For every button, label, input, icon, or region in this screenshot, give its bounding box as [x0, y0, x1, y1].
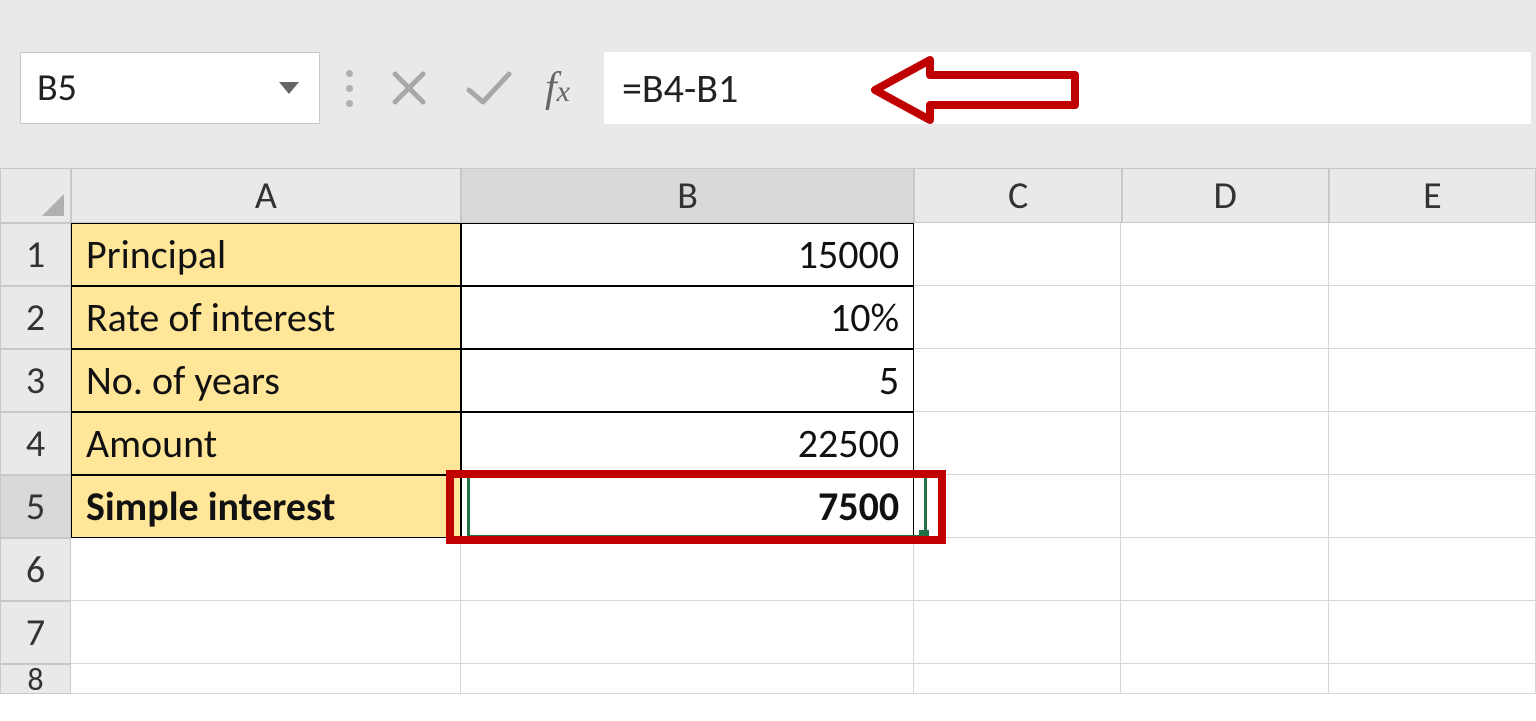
cell-A8[interactable] — [71, 664, 461, 694]
cell-B7[interactable] — [461, 601, 915, 664]
table-row: 2 Rate of interest 10% — [0, 286, 1536, 349]
col-header-B[interactable]: B — [461, 168, 915, 223]
row-header-4[interactable]: 4 — [0, 412, 71, 475]
cell-C4[interactable] — [914, 412, 1121, 475]
cell-B4[interactable]: 22500 — [461, 412, 915, 475]
cell-D6[interactable] — [1121, 538, 1328, 601]
cell-A6[interactable] — [71, 538, 461, 601]
table-row: 1 Principal 15000 — [0, 223, 1536, 286]
cell-D4[interactable] — [1121, 412, 1328, 475]
table-row: 8 — [0, 664, 1536, 694]
cell-C2[interactable] — [914, 286, 1121, 349]
cell-A3[interactable]: No. of years — [71, 349, 461, 412]
cell-B6[interactable] — [461, 538, 915, 601]
name-box-value: B5 — [37, 65, 77, 111]
cell-E8[interactable] — [1329, 664, 1536, 694]
cell-C1[interactable] — [914, 223, 1121, 286]
table-row: 7 — [0, 601, 1536, 664]
row-header-8[interactable]: 8 — [0, 664, 71, 694]
table-row: 4 Amount 22500 — [0, 412, 1536, 475]
fx-icon[interactable]: fx — [539, 64, 584, 112]
formula-bar: B5 fx =B4-B1 — [20, 52, 1531, 124]
cell-A7[interactable] — [71, 601, 461, 664]
cell-B8[interactable] — [461, 664, 915, 694]
cell-B2[interactable]: 10% — [461, 286, 915, 349]
name-box[interactable]: B5 — [20, 52, 320, 124]
cell-D7[interactable] — [1121, 601, 1328, 664]
cell-E4[interactable] — [1329, 412, 1536, 475]
cell-E7[interactable] — [1329, 601, 1536, 664]
row-header-3[interactable]: 3 — [0, 349, 71, 412]
table-row: 6 — [0, 538, 1536, 601]
cell-C3[interactable] — [914, 349, 1121, 412]
cell-E6[interactable] — [1329, 538, 1536, 601]
cell-C6[interactable] — [914, 538, 1121, 601]
formula-input[interactable]: =B4-B1 — [604, 52, 1531, 124]
cell-C5[interactable] — [914, 475, 1121, 538]
col-header-C[interactable]: C — [914, 168, 1121, 223]
cell-B5-value: 7500 — [818, 482, 899, 531]
col-header-A[interactable]: A — [71, 168, 461, 223]
select-all-button[interactable] — [0, 168, 71, 223]
cell-C8[interactable] — [914, 664, 1121, 694]
cell-E3[interactable] — [1329, 349, 1536, 412]
spreadsheet-grid: A B C D E 1 Principal 15000 2 Rate of in… — [0, 168, 1536, 721]
col-header-E[interactable]: E — [1329, 168, 1536, 223]
formula-text: =B4-B1 — [622, 64, 738, 113]
confirm-icon[interactable] — [459, 58, 519, 118]
col-header-D[interactable]: D — [1122, 168, 1329, 223]
cell-E2[interactable] — [1329, 286, 1536, 349]
cell-D8[interactable] — [1121, 664, 1328, 694]
cell-D5[interactable] — [1121, 475, 1328, 538]
row-header-6[interactable]: 6 — [0, 538, 71, 601]
cell-A5[interactable]: Simple interest — [71, 475, 461, 538]
cell-D2[interactable] — [1121, 286, 1328, 349]
cell-B1[interactable]: 15000 — [461, 223, 915, 286]
cell-C7[interactable] — [914, 601, 1121, 664]
chevron-down-icon[interactable] — [279, 82, 299, 94]
row-header-7[interactable]: 7 — [0, 601, 71, 664]
cell-A4[interactable]: Amount — [71, 412, 461, 475]
table-row: 3 No. of years 5 — [0, 349, 1536, 412]
cell-E5[interactable] — [1329, 475, 1536, 538]
cell-B5[interactable]: 7500 — [461, 475, 915, 538]
cell-D1[interactable] — [1121, 223, 1328, 286]
table-row: 5 Simple interest 7500 — [0, 475, 1536, 538]
cell-D3[interactable] — [1121, 349, 1328, 412]
row-header-2[interactable]: 2 — [0, 286, 71, 349]
separator-dots-icon — [340, 70, 359, 107]
row-header-1[interactable]: 1 — [0, 223, 71, 286]
column-headers: A B C D E — [0, 168, 1536, 223]
cell-A1[interactable]: Principal — [71, 223, 461, 286]
cell-A2[interactable]: Rate of interest — [71, 286, 461, 349]
cell-B3[interactable]: 5 — [461, 349, 915, 412]
row-header-5[interactable]: 5 — [0, 475, 71, 538]
cell-E1[interactable] — [1329, 223, 1536, 286]
cancel-icon[interactable] — [379, 58, 439, 118]
